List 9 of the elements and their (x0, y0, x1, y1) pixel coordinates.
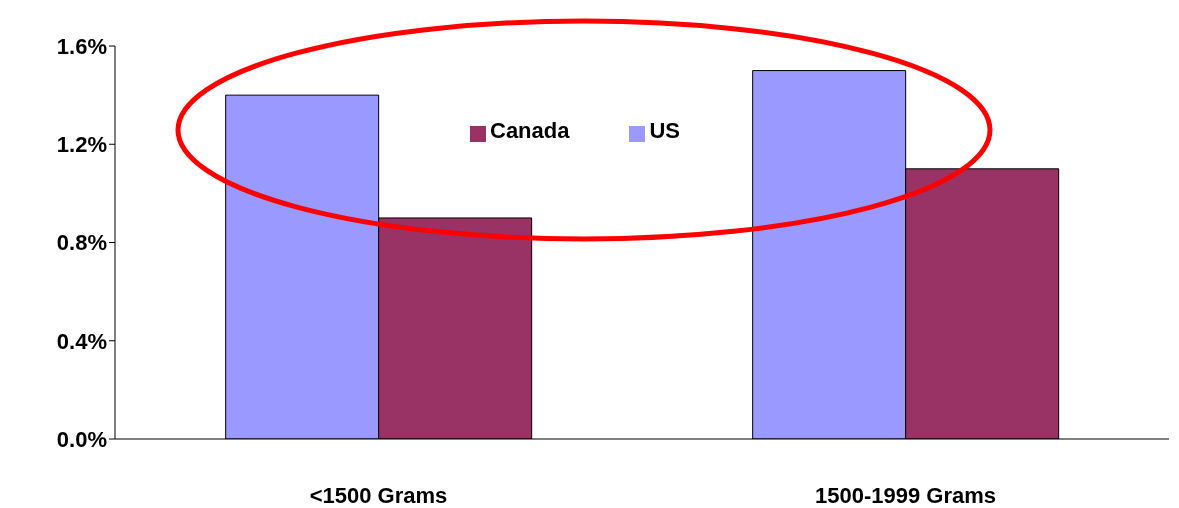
legend-label: US (649, 118, 681, 143)
y-tick-label: 0.4% (56, 328, 107, 354)
y-tick-label: 1.6% (56, 33, 107, 59)
legend-label: Canada (490, 118, 570, 143)
y-tick-label: 0.0% (56, 426, 107, 452)
y-tick-label: 1.2% (56, 132, 107, 158)
x-tick-label: 1500-1999 Grams (814, 482, 997, 508)
x-tick-label: <1500 Grams (309, 482, 448, 508)
y-tick-label: 0.8% (56, 230, 107, 256)
